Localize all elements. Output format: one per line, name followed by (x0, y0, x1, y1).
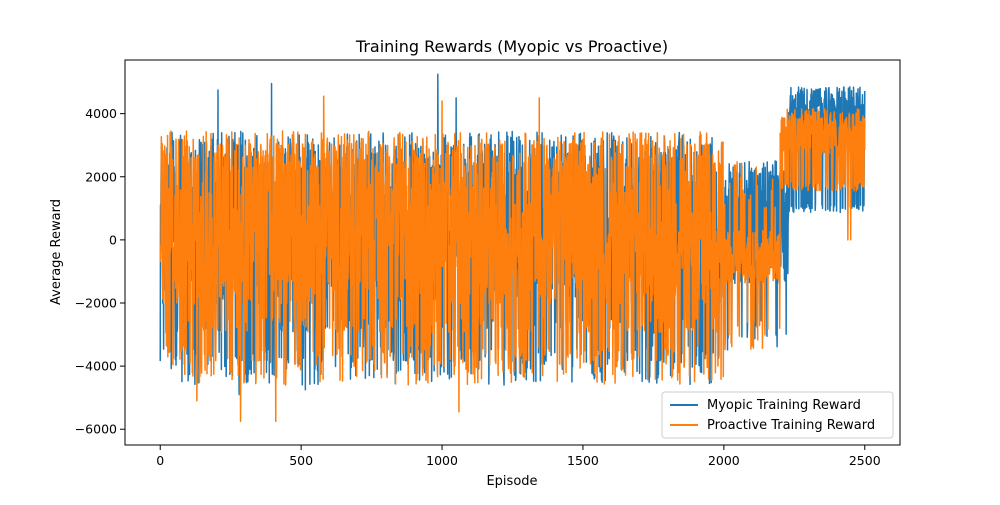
y-axis: −6000 −4000 −2000 0 2000 4000 (75, 106, 125, 437)
legend-label-myopic: Myopic Training Reward (707, 398, 861, 413)
x-axis: 0 500 1000 1500 2000 2500 (156, 445, 881, 468)
y-tick-label: −4000 (75, 359, 117, 374)
x-tick-label: 2000 (708, 453, 740, 468)
y-tick-label: −6000 (75, 422, 117, 437)
x-tick-label: 500 (289, 453, 313, 468)
series-line-proactive (159, 95, 866, 423)
plot-frame (124, 59, 901, 446)
legend-label-proactive: Proactive Training Reward (707, 418, 875, 433)
x-tick-label: 2500 (849, 453, 881, 468)
x-axis-label: Episode (486, 474, 537, 489)
x-tick-label: 0 (156, 453, 164, 468)
y-tick-label: −2000 (75, 295, 117, 310)
x-tick-label: 1000 (426, 453, 458, 468)
plot-lines (159, 73, 866, 423)
chart-title: Training Rewards (Myopic vs Proactive) (355, 37, 668, 56)
y-tick-label: 4000 (85, 106, 117, 121)
legend: Myopic Training Reward Proactive Trainin… (661, 391, 894, 439)
y-tick-label: 0 (109, 232, 117, 247)
legend-box (661, 391, 894, 439)
x-tick-label: 1500 (567, 453, 599, 468)
y-tick-label: 2000 (85, 169, 117, 184)
y-axis-label: Average Reward (49, 199, 64, 305)
